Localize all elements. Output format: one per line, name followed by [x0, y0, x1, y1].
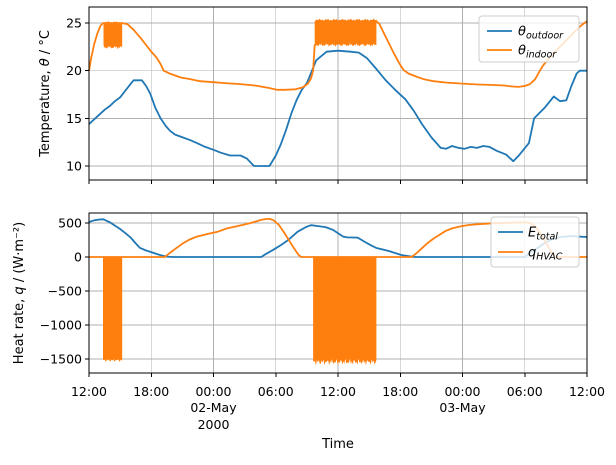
y-tick-label: 500	[58, 215, 82, 230]
heat-rate-plot-ticks	[85, 222, 588, 377]
x-tick-label: 18:00	[382, 384, 418, 399]
y-tick-label: −1000	[40, 317, 82, 332]
x-tick-label: 00:00	[195, 384, 231, 399]
e-total-legend-label: Etotal	[528, 226, 558, 243]
x-tick-label: 06:00	[507, 384, 543, 399]
theta-outdoor-line	[88, 49, 587, 167]
temperature-plot-ytick-labels: 10 15 20 25	[66, 15, 82, 173]
x-tick-label: 00:00	[444, 384, 480, 399]
heat-rate-plot-ytick-labels: 500 0 −500 −1000 −1500	[40, 215, 82, 366]
q-hvac-legend-label: qHVAC	[528, 246, 563, 263]
y-tick-label: 0	[74, 249, 82, 264]
x-tick-date-label: 03-May	[439, 400, 486, 415]
x-axis-label: Time	[321, 437, 354, 452]
theta-outdoor-legend-label: θoutdoor	[518, 25, 564, 42]
y-tick-label: 10	[66, 158, 82, 173]
x-tick-year-label: 2000	[198, 417, 230, 432]
y-tick-label: −500	[48, 283, 82, 298]
heat-rate-plot-y-axis-label: Heat rate, q / (W·m⁻²)	[12, 222, 27, 364]
y-tick-label: 20	[66, 63, 82, 78]
heat-rate-plot: 500 0 −500 −1000 −1500 Heat rate, q / (W·m⁻²)…	[12, 212, 605, 452]
x-tick-label: 12:00	[71, 384, 107, 399]
temperature-plot: 10 15 20 25 Temperature, θ / °C θoutdoor θindo…	[38, 6, 588, 184]
temperature-plot-legend: θoutdoor θindoor	[478, 15, 580, 63]
theta-indoor-oscillation-band-0	[103, 21, 123, 50]
theta-indoor-line	[88, 20, 588, 91]
legend-box	[490, 216, 580, 268]
x-tick-label: 12:00	[569, 384, 605, 399]
x-tick-label: 06:00	[258, 384, 294, 399]
q-hvac-burst-block-0	[103, 257, 123, 362]
theta-indoor-legend-label: θindoor	[518, 44, 557, 61]
y-tick-label: −1500	[40, 351, 82, 366]
y-tick-label: 25	[66, 15, 82, 30]
temperature-plot-y-axis-label: Temperature, θ / °C	[38, 30, 53, 158]
x-tick-date-label: 02-May	[190, 400, 237, 415]
x-tick-label: 12:00	[320, 384, 356, 399]
temperature-plot-ticks	[85, 22, 588, 184]
y-tick-label: 15	[66, 111, 82, 126]
q-hvac-burst-block-1	[313, 257, 377, 366]
x-tick-label: 18:00	[133, 384, 169, 399]
heat-rate-plot-legend: Etotal qHVAC	[490, 216, 580, 268]
